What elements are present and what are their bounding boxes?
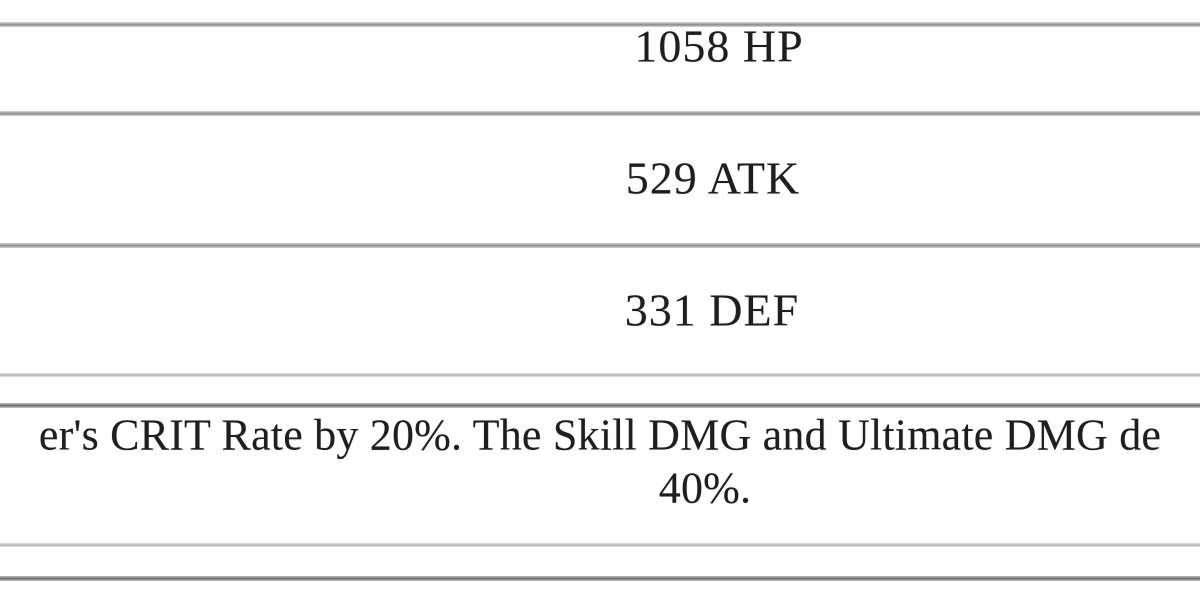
row-divider-def-gap: [0, 373, 1200, 377]
stat-value-hp: 1058 HP: [634, 20, 804, 72]
row-divider-hp-atk: [0, 111, 1200, 116]
row-divider-top: [0, 22, 1200, 27]
section-divider-top: [0, 403, 1200, 408]
row-divider-atk-def: [0, 243, 1200, 248]
row-divider-desc-gap: [0, 543, 1200, 547]
stat-value-def: 331 DEF: [624, 284, 800, 336]
stat-value-atk: 529 ATK: [625, 152, 801, 204]
ability-description-line1: er's CRIT Rate by 20%. The Skill DMG and…: [38, 410, 1162, 460]
section-divider-bottom: [0, 576, 1200, 581]
ability-description-line2: 40%.: [658, 463, 752, 513]
